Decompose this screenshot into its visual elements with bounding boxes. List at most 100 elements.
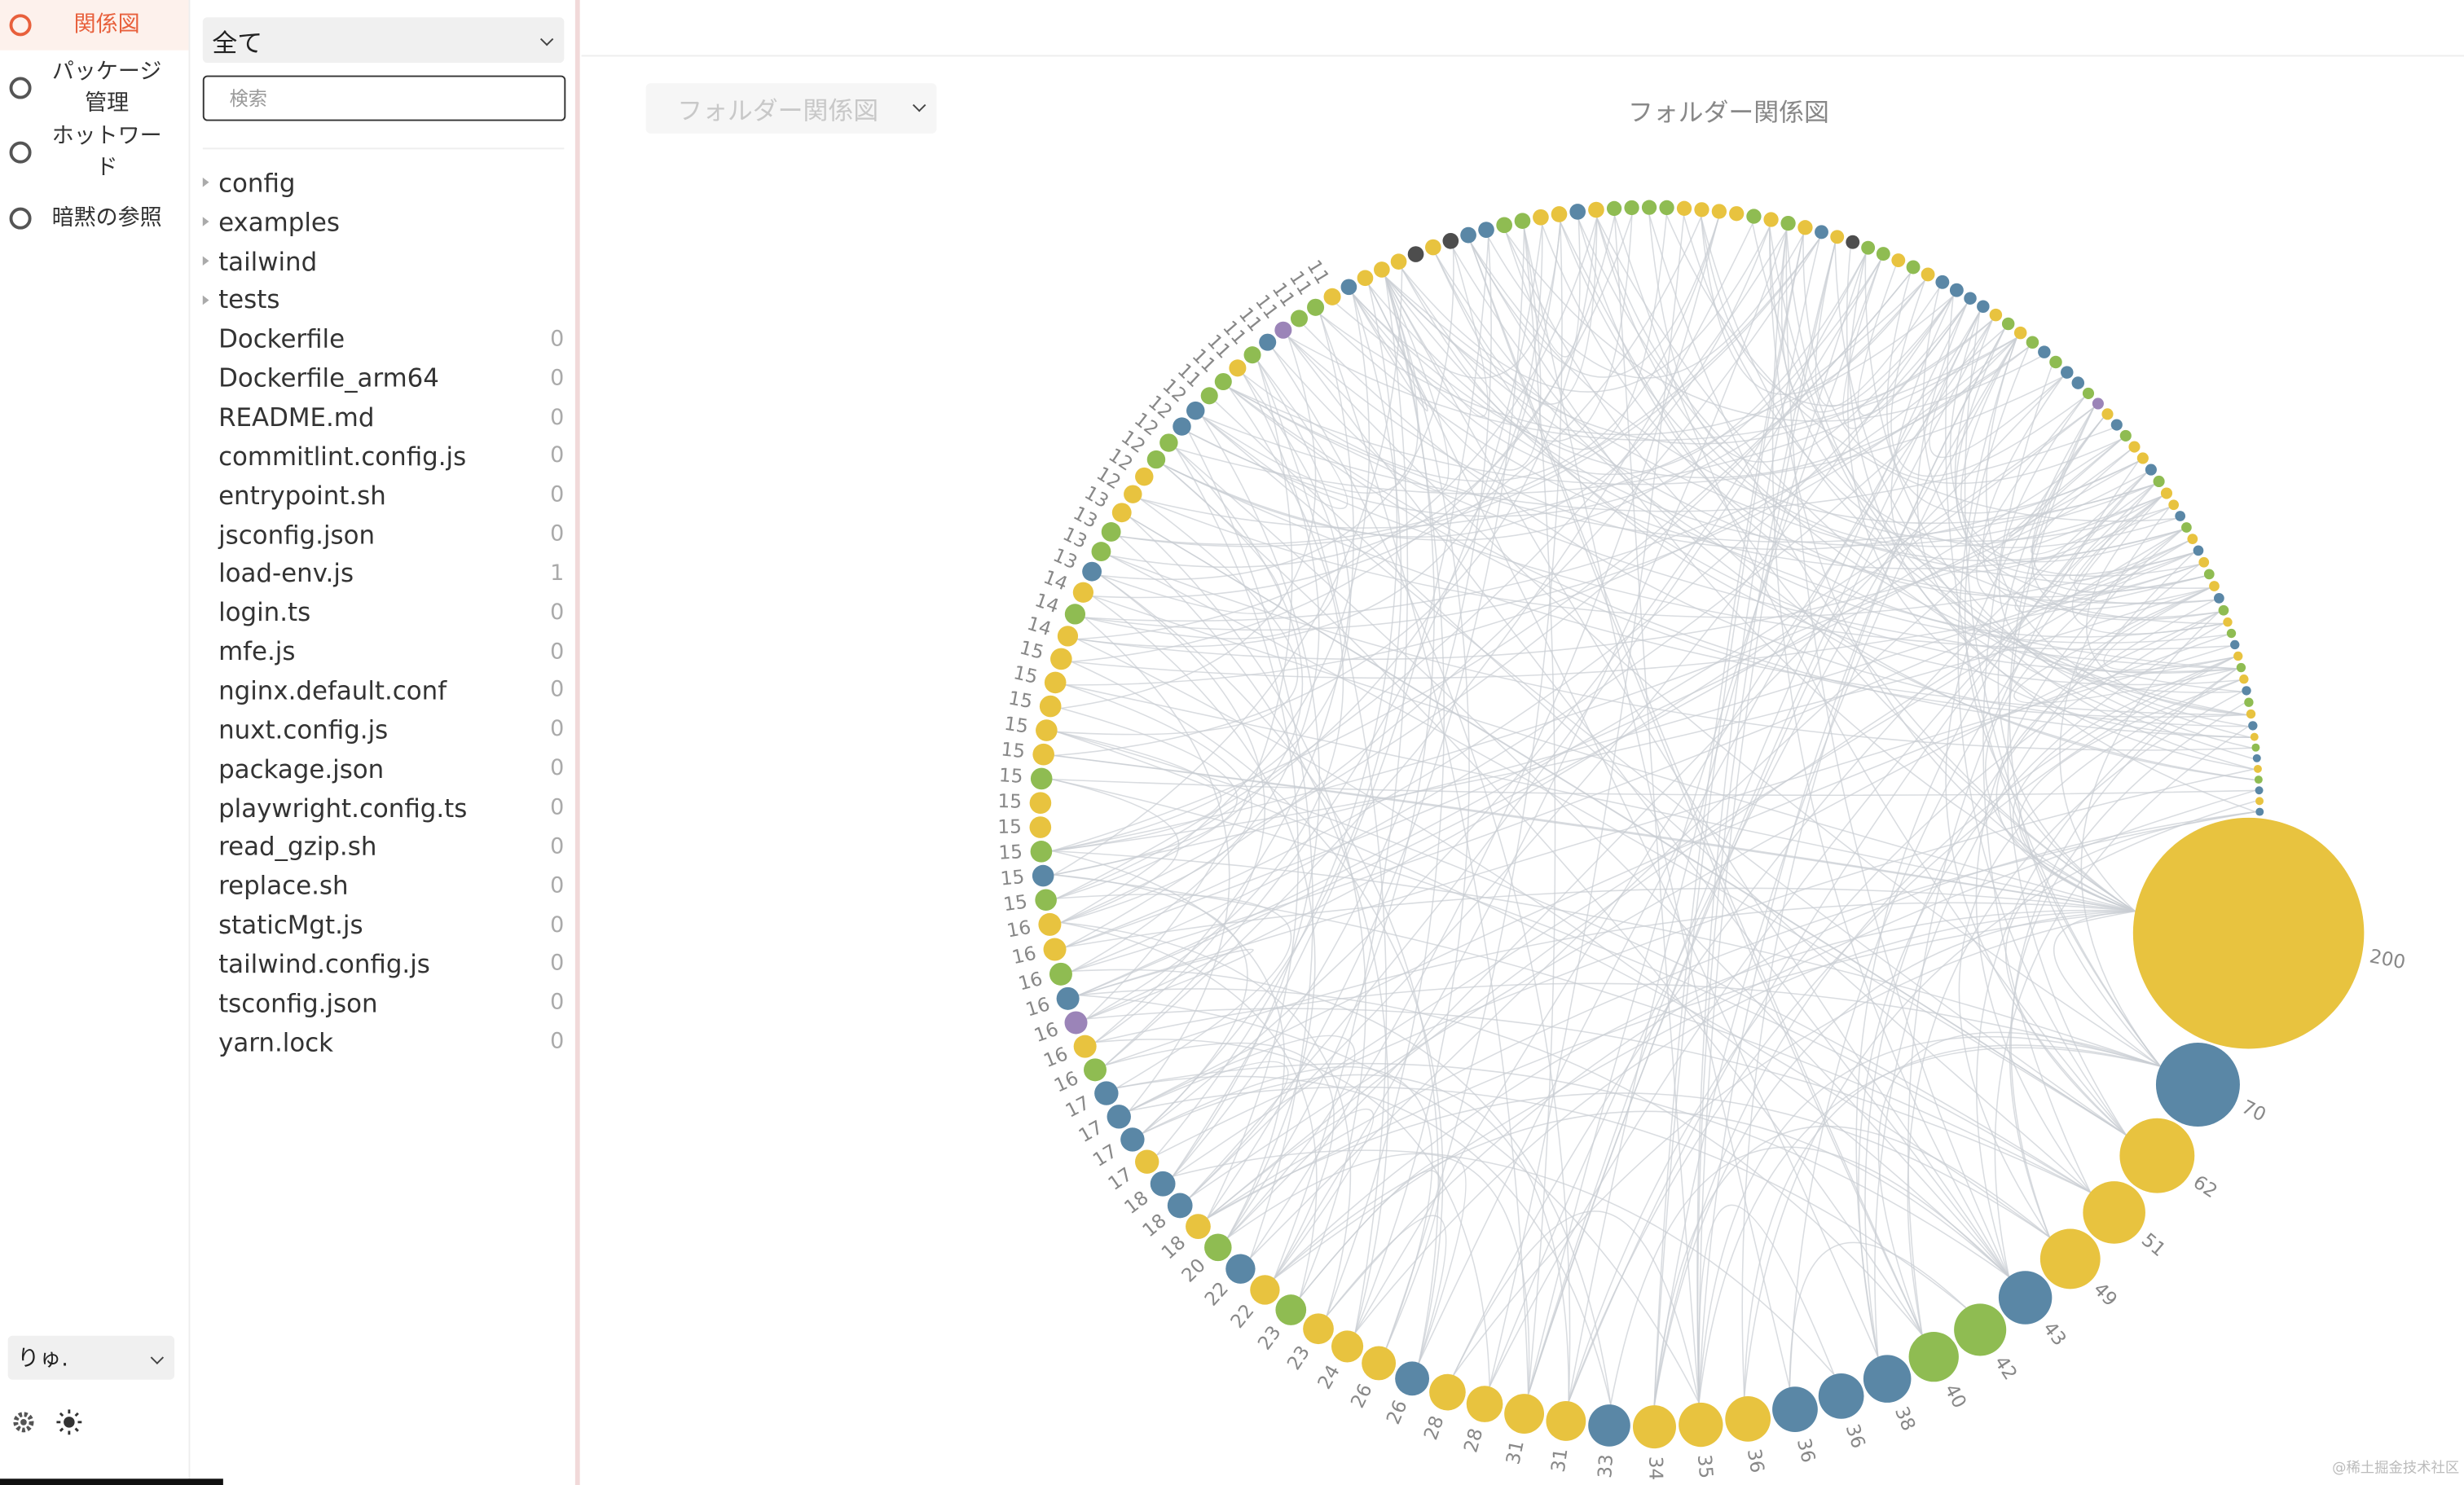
file-row[interactable]: README.md 0 xyxy=(203,398,565,437)
nav-icon xyxy=(9,207,32,230)
node xyxy=(1135,467,1154,486)
node xyxy=(1032,743,1054,766)
edge xyxy=(1319,314,2183,569)
node xyxy=(1173,417,1191,436)
node xyxy=(1107,1105,1131,1129)
file-row[interactable]: Dockerfile 0 xyxy=(203,319,565,358)
node-label: 43 xyxy=(2039,1318,2070,1350)
edge xyxy=(1696,238,1820,1403)
nav-item[interactable]: 関係図 xyxy=(0,0,189,51)
graph: 200 70 62 51 49 43 42 40 38 36 36 36 35 34 33 31 31 28 28 2… xyxy=(997,200,2459,1480)
edge xyxy=(1560,222,2136,912)
node xyxy=(1954,1303,2007,1356)
node xyxy=(2145,464,2157,476)
file-row[interactable]: tsconfig.json 0 xyxy=(203,983,565,1022)
node xyxy=(1551,206,1568,222)
file-row[interactable]: nuxt.config.js 0 xyxy=(203,710,565,749)
nav-item[interactable]: 暗黙の参照 xyxy=(0,198,188,239)
edge xyxy=(1982,366,2092,1193)
file-row[interactable]: package.json 0 xyxy=(203,749,565,789)
node-label: 28 xyxy=(1460,1426,1487,1455)
edge xyxy=(1929,311,2063,459)
edge xyxy=(1065,238,1820,948)
folder-row[interactable]: config xyxy=(202,164,565,203)
edge xyxy=(1890,280,2085,477)
scrollbar xyxy=(0,1478,223,1485)
edge xyxy=(1384,276,2215,604)
file-name: yarn.lock xyxy=(218,1026,334,1057)
node xyxy=(1729,206,1745,222)
node-label: 17 xyxy=(1063,1092,1093,1123)
nav-icon xyxy=(9,141,32,164)
node-label: 15 xyxy=(998,765,1023,788)
node xyxy=(1082,561,1102,582)
user-select[interactable]: りゅ. xyxy=(7,1335,175,1380)
node-label: 17 xyxy=(1076,1117,1107,1147)
edge xyxy=(2013,657,2234,912)
nav-item[interactable]: パッケージ管理 xyxy=(0,56,188,119)
edge xyxy=(1078,988,1923,1335)
file-row[interactable]: Dockerfile_arm64 0 xyxy=(203,358,565,398)
view-select[interactable]: フォルダー関係図 xyxy=(645,83,937,134)
settings-icon[interactable] xyxy=(10,1408,38,1436)
edge xyxy=(1945,417,2127,1136)
edge xyxy=(1077,225,1543,648)
file-row[interactable]: yarn.lock 0 xyxy=(203,1022,565,1061)
edge xyxy=(1172,237,1492,1177)
node xyxy=(2223,617,2233,627)
node xyxy=(1274,321,1292,339)
search-input[interactable]: 検索 xyxy=(202,75,566,121)
edge xyxy=(2053,910,2161,1067)
node xyxy=(1083,1058,1107,1082)
edge xyxy=(1077,217,1598,640)
edge xyxy=(1129,1061,1289,1198)
file-row[interactable]: playwright.config.ts 0 xyxy=(203,789,565,828)
edge xyxy=(1163,226,1771,538)
edge xyxy=(1056,230,1788,899)
resize-handle[interactable] xyxy=(574,0,580,1485)
reference-count: 0 xyxy=(550,482,565,508)
edge xyxy=(1086,361,1293,1020)
file-row[interactable]: read_gzip.sh 0 xyxy=(203,828,565,867)
folder-row[interactable]: tailwind xyxy=(202,241,565,280)
file-row[interactable]: tailwind.config.js 0 xyxy=(203,944,565,983)
edge xyxy=(1095,982,2161,1067)
theme-icon[interactable] xyxy=(55,1408,83,1436)
edges xyxy=(1051,214,2256,1406)
file-row[interactable]: nginx.default.conf 0 xyxy=(203,671,565,710)
file-row[interactable]: mfe.js 0 xyxy=(203,632,565,671)
file-row[interactable]: jsconfig.json 0 xyxy=(203,515,565,554)
edge xyxy=(1453,472,2147,1376)
node xyxy=(1780,215,1796,231)
file-row[interactable]: commitlint.config.js 0 xyxy=(203,437,565,476)
file-row[interactable]: entrypoint.sh 0 xyxy=(203,476,565,515)
edge xyxy=(1768,226,2256,813)
node xyxy=(1214,372,1232,391)
filter-select[interactable]: 全て xyxy=(202,17,565,64)
file-row[interactable]: replace.sh 0 xyxy=(203,867,565,906)
file-row[interactable]: login.ts 0 xyxy=(203,593,565,632)
node-label: 15 xyxy=(1011,662,1039,688)
edge xyxy=(1505,232,2041,422)
node xyxy=(1340,279,1357,296)
edge xyxy=(1120,238,1820,546)
nav-item[interactable]: ホットワード xyxy=(0,121,188,184)
node-label: 20 xyxy=(1178,1254,1210,1286)
folder-row[interactable]: examples xyxy=(202,203,565,242)
edge xyxy=(1086,387,1344,1020)
edge xyxy=(1435,217,1598,405)
file-row[interactable]: staticMgt.js 0 xyxy=(203,905,565,944)
node xyxy=(1135,1149,1159,1174)
folder-row[interactable]: tests xyxy=(202,280,565,319)
node xyxy=(2181,522,2192,533)
edge xyxy=(1435,254,2228,644)
edge xyxy=(1815,243,1940,407)
edge xyxy=(1596,217,2254,760)
node xyxy=(1056,986,1080,1010)
node-label: 15 xyxy=(1018,637,1046,664)
edge xyxy=(1700,217,1925,395)
edge xyxy=(1949,311,2200,578)
file-row[interactable]: load-env.js 1 xyxy=(203,554,565,593)
edge xyxy=(1172,416,1320,1177)
